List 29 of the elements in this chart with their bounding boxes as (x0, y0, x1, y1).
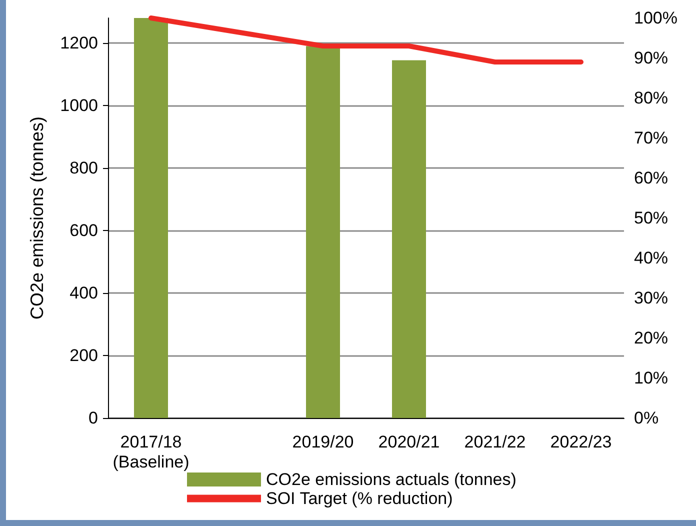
y2-tick-label: 30% (634, 288, 668, 308)
y-tick-label: 0 (88, 408, 98, 428)
y-tick-label: 600 (70, 221, 98, 240)
y-tick-label: 800 (70, 158, 98, 178)
y2-tick-label: 10% (634, 368, 668, 388)
bar (306, 46, 340, 418)
y2-tick-label: 20% (634, 328, 668, 348)
y2-tick-label: 0% (634, 408, 659, 428)
y2-tick-label: 100% (634, 8, 678, 28)
legend-label: CO2e emissions actuals (tonnes) (266, 470, 516, 489)
y2-tick-label: 90% (634, 48, 668, 68)
y2-tick-label: 60% (634, 168, 668, 188)
y-axis-title: CO2e emissions (tonnes) (27, 116, 47, 320)
x-tick-label: 2021/22 (464, 432, 526, 452)
x-tick-label: 2017/18 (Baseline) (112, 432, 190, 472)
y-tick-label: 400 (70, 284, 98, 302)
y-tick-label: 200 (70, 346, 98, 365)
x-tick-label: 2022/23 (550, 432, 612, 452)
bar (134, 18, 168, 418)
y2-tick-label: 70% (634, 128, 668, 148)
legend-label: SOI Target (% reduction) (266, 489, 453, 508)
y-tick-label: 1000 (60, 96, 98, 115)
y-tick-label: 1200 (60, 34, 98, 52)
x-tick-label: 2019/20 (292, 432, 354, 452)
bar (392, 60, 426, 418)
y2-tick-label: 50% (634, 208, 668, 228)
y2-tick-label: 40% (634, 248, 668, 268)
y2-tick-label: 80% (634, 88, 668, 108)
x-tick-label: 2020/21 (378, 432, 440, 452)
